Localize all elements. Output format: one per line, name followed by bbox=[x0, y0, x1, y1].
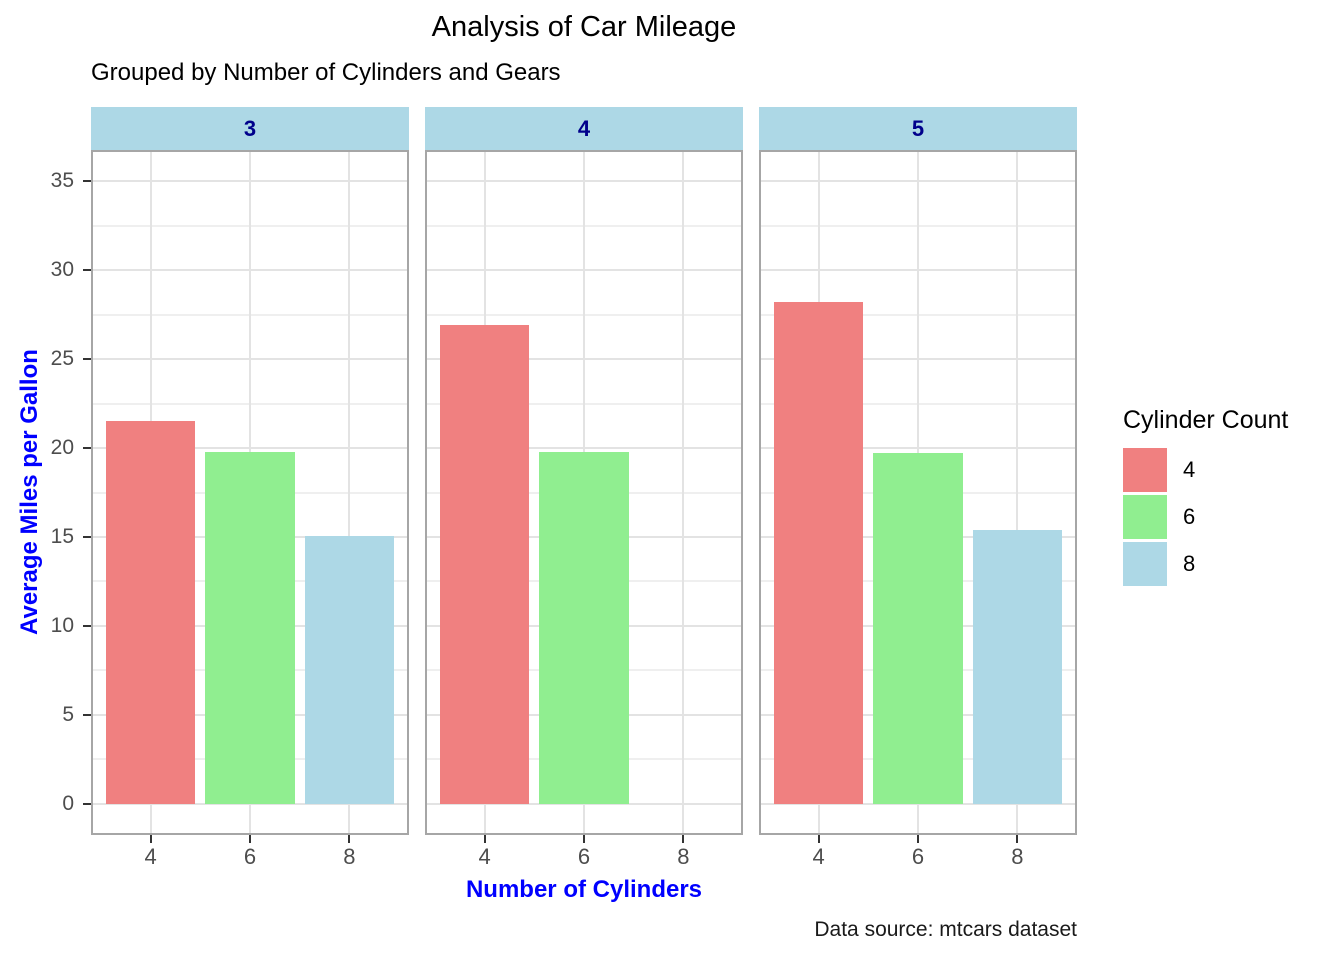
y-tick-label: 5 bbox=[62, 702, 74, 726]
gridline-major bbox=[348, 150, 351, 835]
x-tick-mark bbox=[348, 835, 351, 843]
y-tick-label: 10 bbox=[50, 613, 74, 637]
facet-strip: 5 bbox=[759, 107, 1077, 150]
legend-entry: 6 bbox=[1123, 495, 1288, 539]
legend-entry: 8 bbox=[1123, 542, 1288, 586]
y-tick-mark bbox=[83, 269, 91, 272]
legend-entry-label: 6 bbox=[1183, 504, 1196, 529]
y-tick-mark bbox=[83, 802, 91, 805]
x-tick-mark bbox=[817, 835, 820, 843]
legend-key-swatch bbox=[1123, 542, 1167, 586]
y-tick-label: 35 bbox=[50, 169, 74, 193]
y-tick-mark bbox=[83, 447, 91, 450]
x-tick-label: 4 bbox=[812, 844, 825, 869]
y-tick-mark bbox=[83, 180, 91, 183]
y-tick-mark bbox=[83, 713, 91, 716]
y-tick-label: 25 bbox=[50, 347, 74, 371]
x-axis-title: Number of Cylinders bbox=[465, 876, 703, 903]
legend-entry: 4 bbox=[1123, 448, 1288, 492]
gridline-major bbox=[1016, 150, 1019, 835]
x-tick-label: 8 bbox=[677, 844, 690, 869]
bar-gear-4-cyl-4 bbox=[439, 324, 530, 804]
y-axis-title: Average Miles per Gallon bbox=[16, 349, 43, 635]
x-tick-label: 8 bbox=[343, 844, 356, 869]
x-tick-label: 8 bbox=[1011, 844, 1024, 869]
y-tick-label: 0 bbox=[62, 791, 74, 815]
x-tick-mark bbox=[682, 835, 685, 843]
bar-gear-3-cyl-8 bbox=[304, 536, 395, 804]
facet-panel bbox=[759, 150, 1077, 835]
bar-gear-5-cyl-4 bbox=[773, 302, 864, 804]
y-tick-mark bbox=[83, 624, 91, 627]
bar-gear-5-cyl-8 bbox=[972, 529, 1063, 804]
legend-entry-label: 8 bbox=[1183, 551, 1196, 576]
legend: Cylinder Count 4 6 8 bbox=[1123, 406, 1288, 589]
x-tick-mark bbox=[483, 835, 486, 843]
facet-panel bbox=[91, 150, 409, 835]
gridline-major bbox=[682, 150, 685, 835]
y-tick-mark bbox=[83, 535, 91, 538]
facet-strip: 4 bbox=[425, 107, 743, 150]
x-tick-mark bbox=[249, 835, 251, 843]
legend-title: Cylinder Count bbox=[1123, 406, 1289, 434]
bar-gear-3-cyl-4 bbox=[105, 421, 196, 804]
x-tick-mark bbox=[583, 835, 585, 843]
legend-key-swatch bbox=[1123, 448, 1167, 492]
x-tick-label: 4 bbox=[144, 844, 157, 869]
x-tick-label: 6 bbox=[577, 844, 591, 869]
facet-panel bbox=[425, 150, 743, 835]
x-tick-mark bbox=[1016, 835, 1019, 843]
x-tick-label: 4 bbox=[478, 844, 491, 869]
legend-key-swatch bbox=[1123, 495, 1167, 539]
facet-strip-label: 3 bbox=[243, 115, 257, 141]
y-tick-mark bbox=[83, 358, 91, 361]
x-tick-label: 6 bbox=[243, 844, 257, 869]
legend-entry-label: 4 bbox=[1183, 457, 1196, 482]
y-tick-label: 20 bbox=[50, 436, 74, 460]
chart-caption: Data source: mtcars dataset bbox=[814, 918, 1077, 941]
legend-keys: 4 6 8 bbox=[1123, 448, 1288, 586]
y-tick-label: 30 bbox=[50, 258, 74, 282]
bar-gear-5-cyl-6 bbox=[873, 453, 963, 804]
chart-title: Analysis of Car Mileage bbox=[431, 11, 737, 43]
facet-strip: 3 bbox=[91, 107, 409, 150]
bar-gear-4-cyl-6 bbox=[539, 452, 629, 804]
facet-strip-label: 4 bbox=[577, 115, 591, 141]
facet-strip-label: 5 bbox=[911, 115, 925, 141]
bar-gear-3-cyl-6 bbox=[205, 452, 295, 804]
x-tick-mark bbox=[149, 835, 152, 843]
x-tick-mark bbox=[917, 835, 919, 843]
chart-subtitle: Grouped by Number of Cylinders and Gears bbox=[91, 59, 561, 86]
y-tick-label: 15 bbox=[50, 524, 74, 548]
x-tick-label: 6 bbox=[911, 844, 925, 869]
